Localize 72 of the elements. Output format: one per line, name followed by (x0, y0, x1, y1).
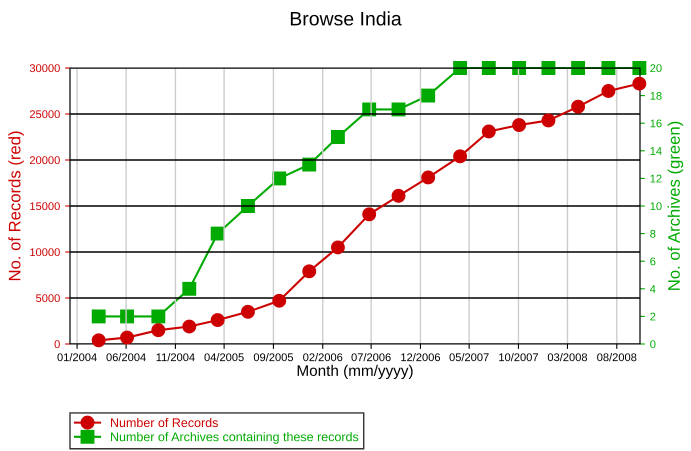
point (632, 76, 646, 91)
point (482, 124, 496, 138)
y2-tick-label: 4 (650, 285, 656, 293)
legend-label: Number of Records (111, 418, 218, 428)
point (512, 118, 526, 132)
point (151, 309, 166, 324)
point (571, 61, 586, 75)
y2-tick-label: 10 (650, 202, 662, 210)
point (482, 61, 496, 75)
point (571, 100, 586, 114)
point (392, 102, 406, 116)
point (302, 264, 316, 278)
point (241, 199, 255, 213)
point (182, 320, 196, 334)
point (120, 330, 134, 345)
point (151, 323, 166, 338)
y-tick-label: 0 (54, 340, 60, 348)
y-tick-label: 15000 (30, 202, 60, 210)
point (601, 61, 616, 75)
legend-label: Number of Archives containing these records (111, 432, 358, 444)
point (392, 188, 406, 203)
y2-tick-label: 6 (650, 257, 656, 266)
x-tick-label: 03/2008 (548, 353, 588, 362)
point (92, 309, 106, 324)
point (541, 61, 556, 75)
x-tick-label: 05/2007 (449, 353, 489, 362)
point (421, 170, 436, 184)
y2-tick-label: 2 (650, 312, 656, 320)
y-tick-label: 30000 (30, 64, 60, 72)
point (210, 313, 225, 328)
point (362, 207, 376, 222)
point (120, 309, 134, 324)
y-tick-label: 5000 (36, 294, 60, 302)
x-tick-label: 02/2006 (303, 353, 342, 362)
point (330, 240, 345, 254)
y2-tick-label: 0 (650, 340, 656, 348)
y2-tick-label: 12 (650, 174, 662, 182)
y-tick-label: 20000 (30, 156, 60, 164)
y-tick-label: 25000 (30, 110, 60, 118)
y2-tick-label: 20 (650, 64, 662, 72)
point (541, 113, 556, 128)
y2-tick-label: 14 (650, 147, 662, 155)
point (632, 61, 646, 75)
chart-title: Browse India (290, 11, 402, 26)
point (330, 130, 345, 144)
point (241, 304, 255, 319)
x-tick-label: 07/2006 (351, 353, 391, 362)
point (92, 333, 106, 348)
x-tick-label: 04/2005 (204, 353, 244, 362)
x-axis-title: Month (mm/yyyy) (298, 364, 413, 380)
y-tick-label: 10000 (30, 248, 60, 256)
x-tick-label: 12/2006 (401, 353, 440, 362)
point (601, 84, 616, 98)
x-tick-label: 11/2004 (156, 353, 195, 362)
y2-tick-label: 18 (650, 92, 662, 100)
point (421, 88, 436, 103)
x-tick-label: 06/2004 (106, 353, 146, 362)
point (302, 158, 316, 172)
x-tick-label: 01/2004 (57, 353, 97, 362)
x-tick-label: 08/2008 (597, 353, 636, 362)
point (272, 294, 286, 308)
y2-tick-label: 16 (650, 119, 662, 128)
point (182, 282, 196, 296)
point (512, 61, 526, 75)
x-tick-label: 09/2005 (254, 353, 294, 362)
y2-axis-title: No. of Archives (green) (668, 122, 684, 290)
point (210, 226, 225, 241)
point (453, 149, 468, 164)
y2-tick-label: 8 (650, 230, 656, 238)
y-axis-title: No. of Records (red) (8, 132, 24, 280)
x-tick-label: 10/2007 (499, 353, 538, 362)
point (453, 61, 468, 75)
